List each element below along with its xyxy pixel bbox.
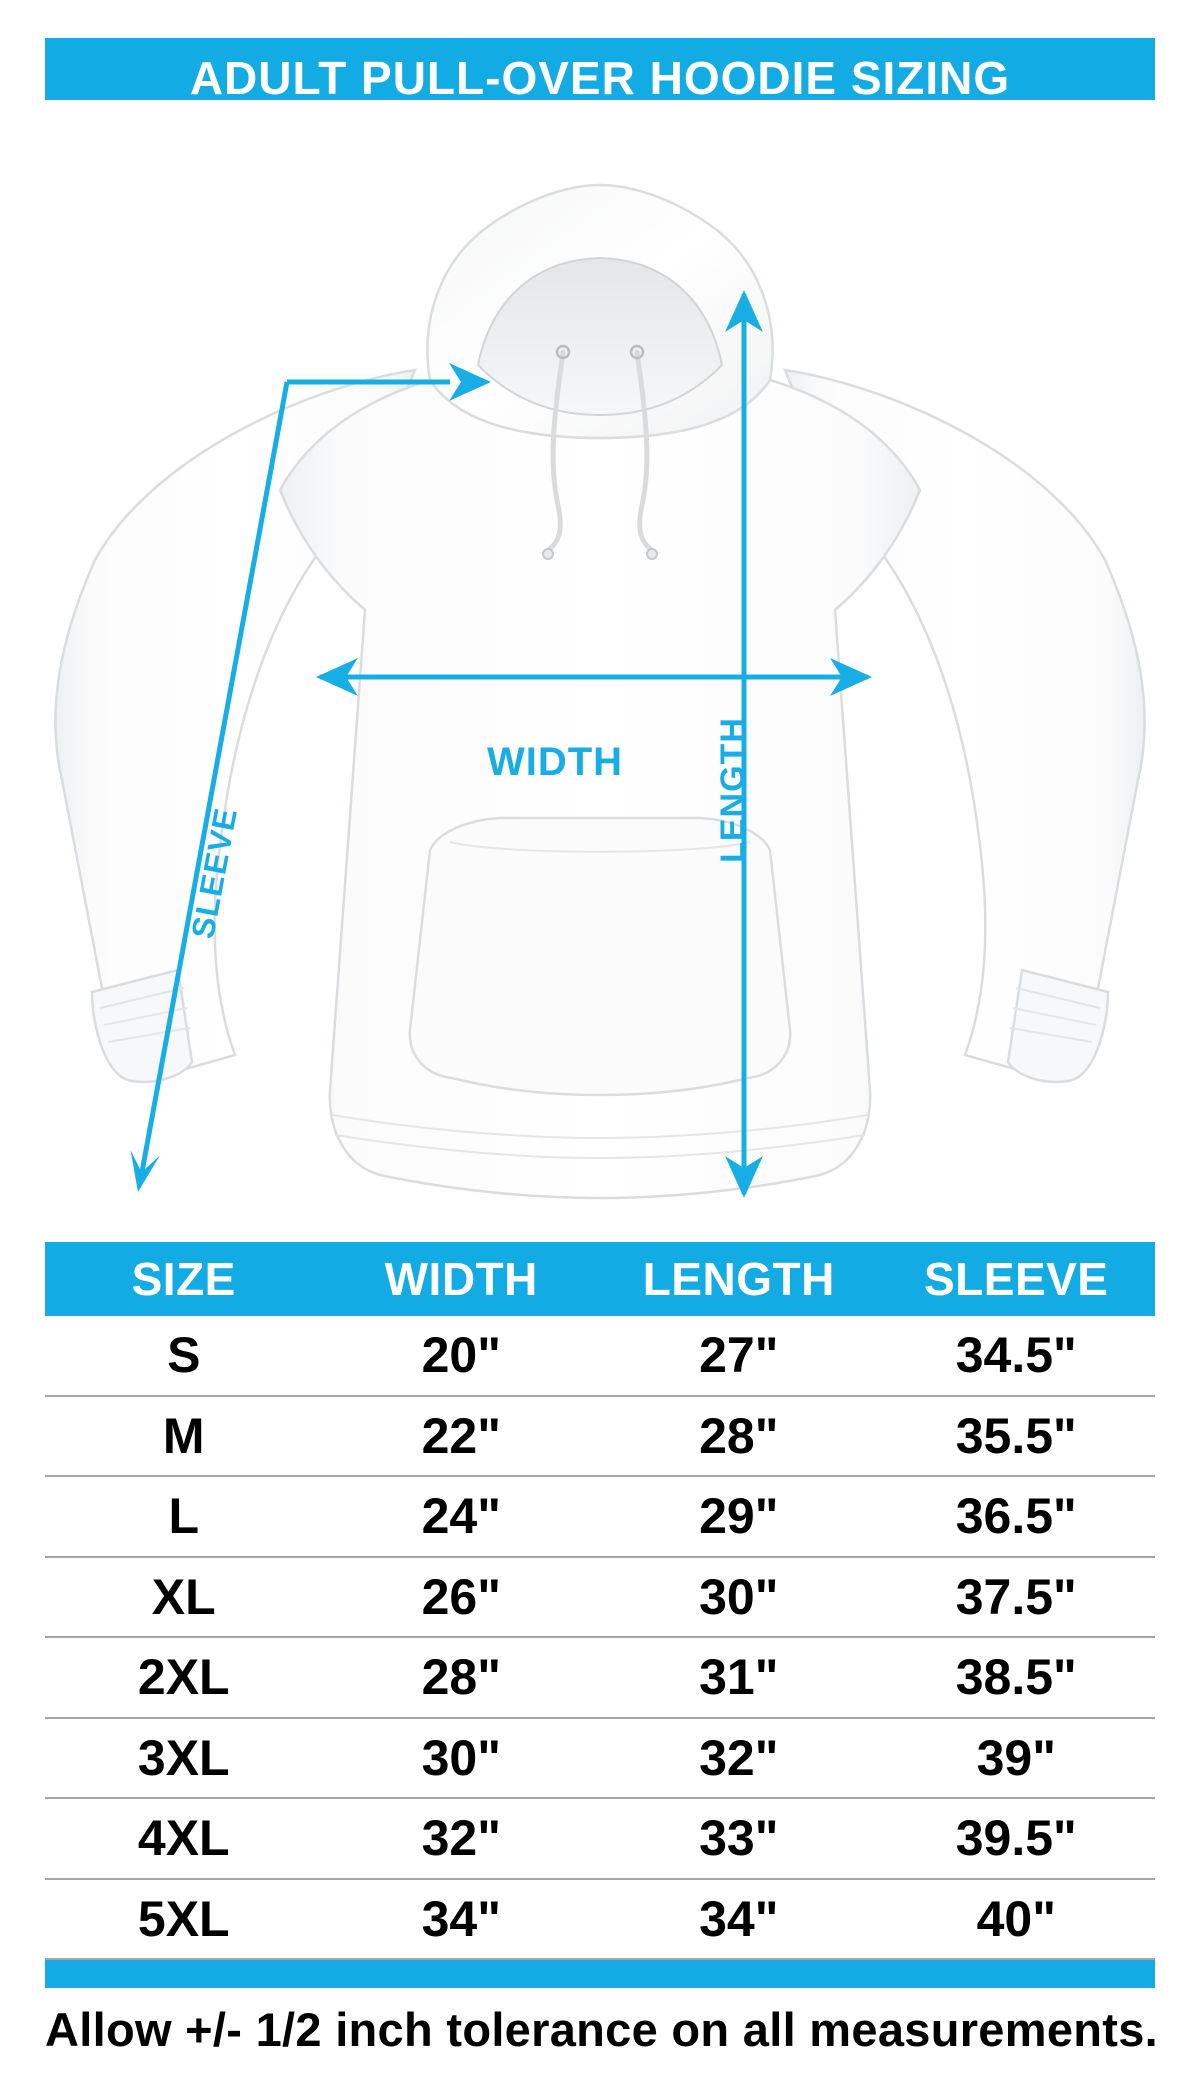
svg-text:LENGTH: LENGTH: [714, 717, 752, 863]
svg-text:SLEEVE: SLEEVE: [184, 805, 244, 942]
svg-text:WIDTH: WIDTH: [487, 740, 623, 784]
